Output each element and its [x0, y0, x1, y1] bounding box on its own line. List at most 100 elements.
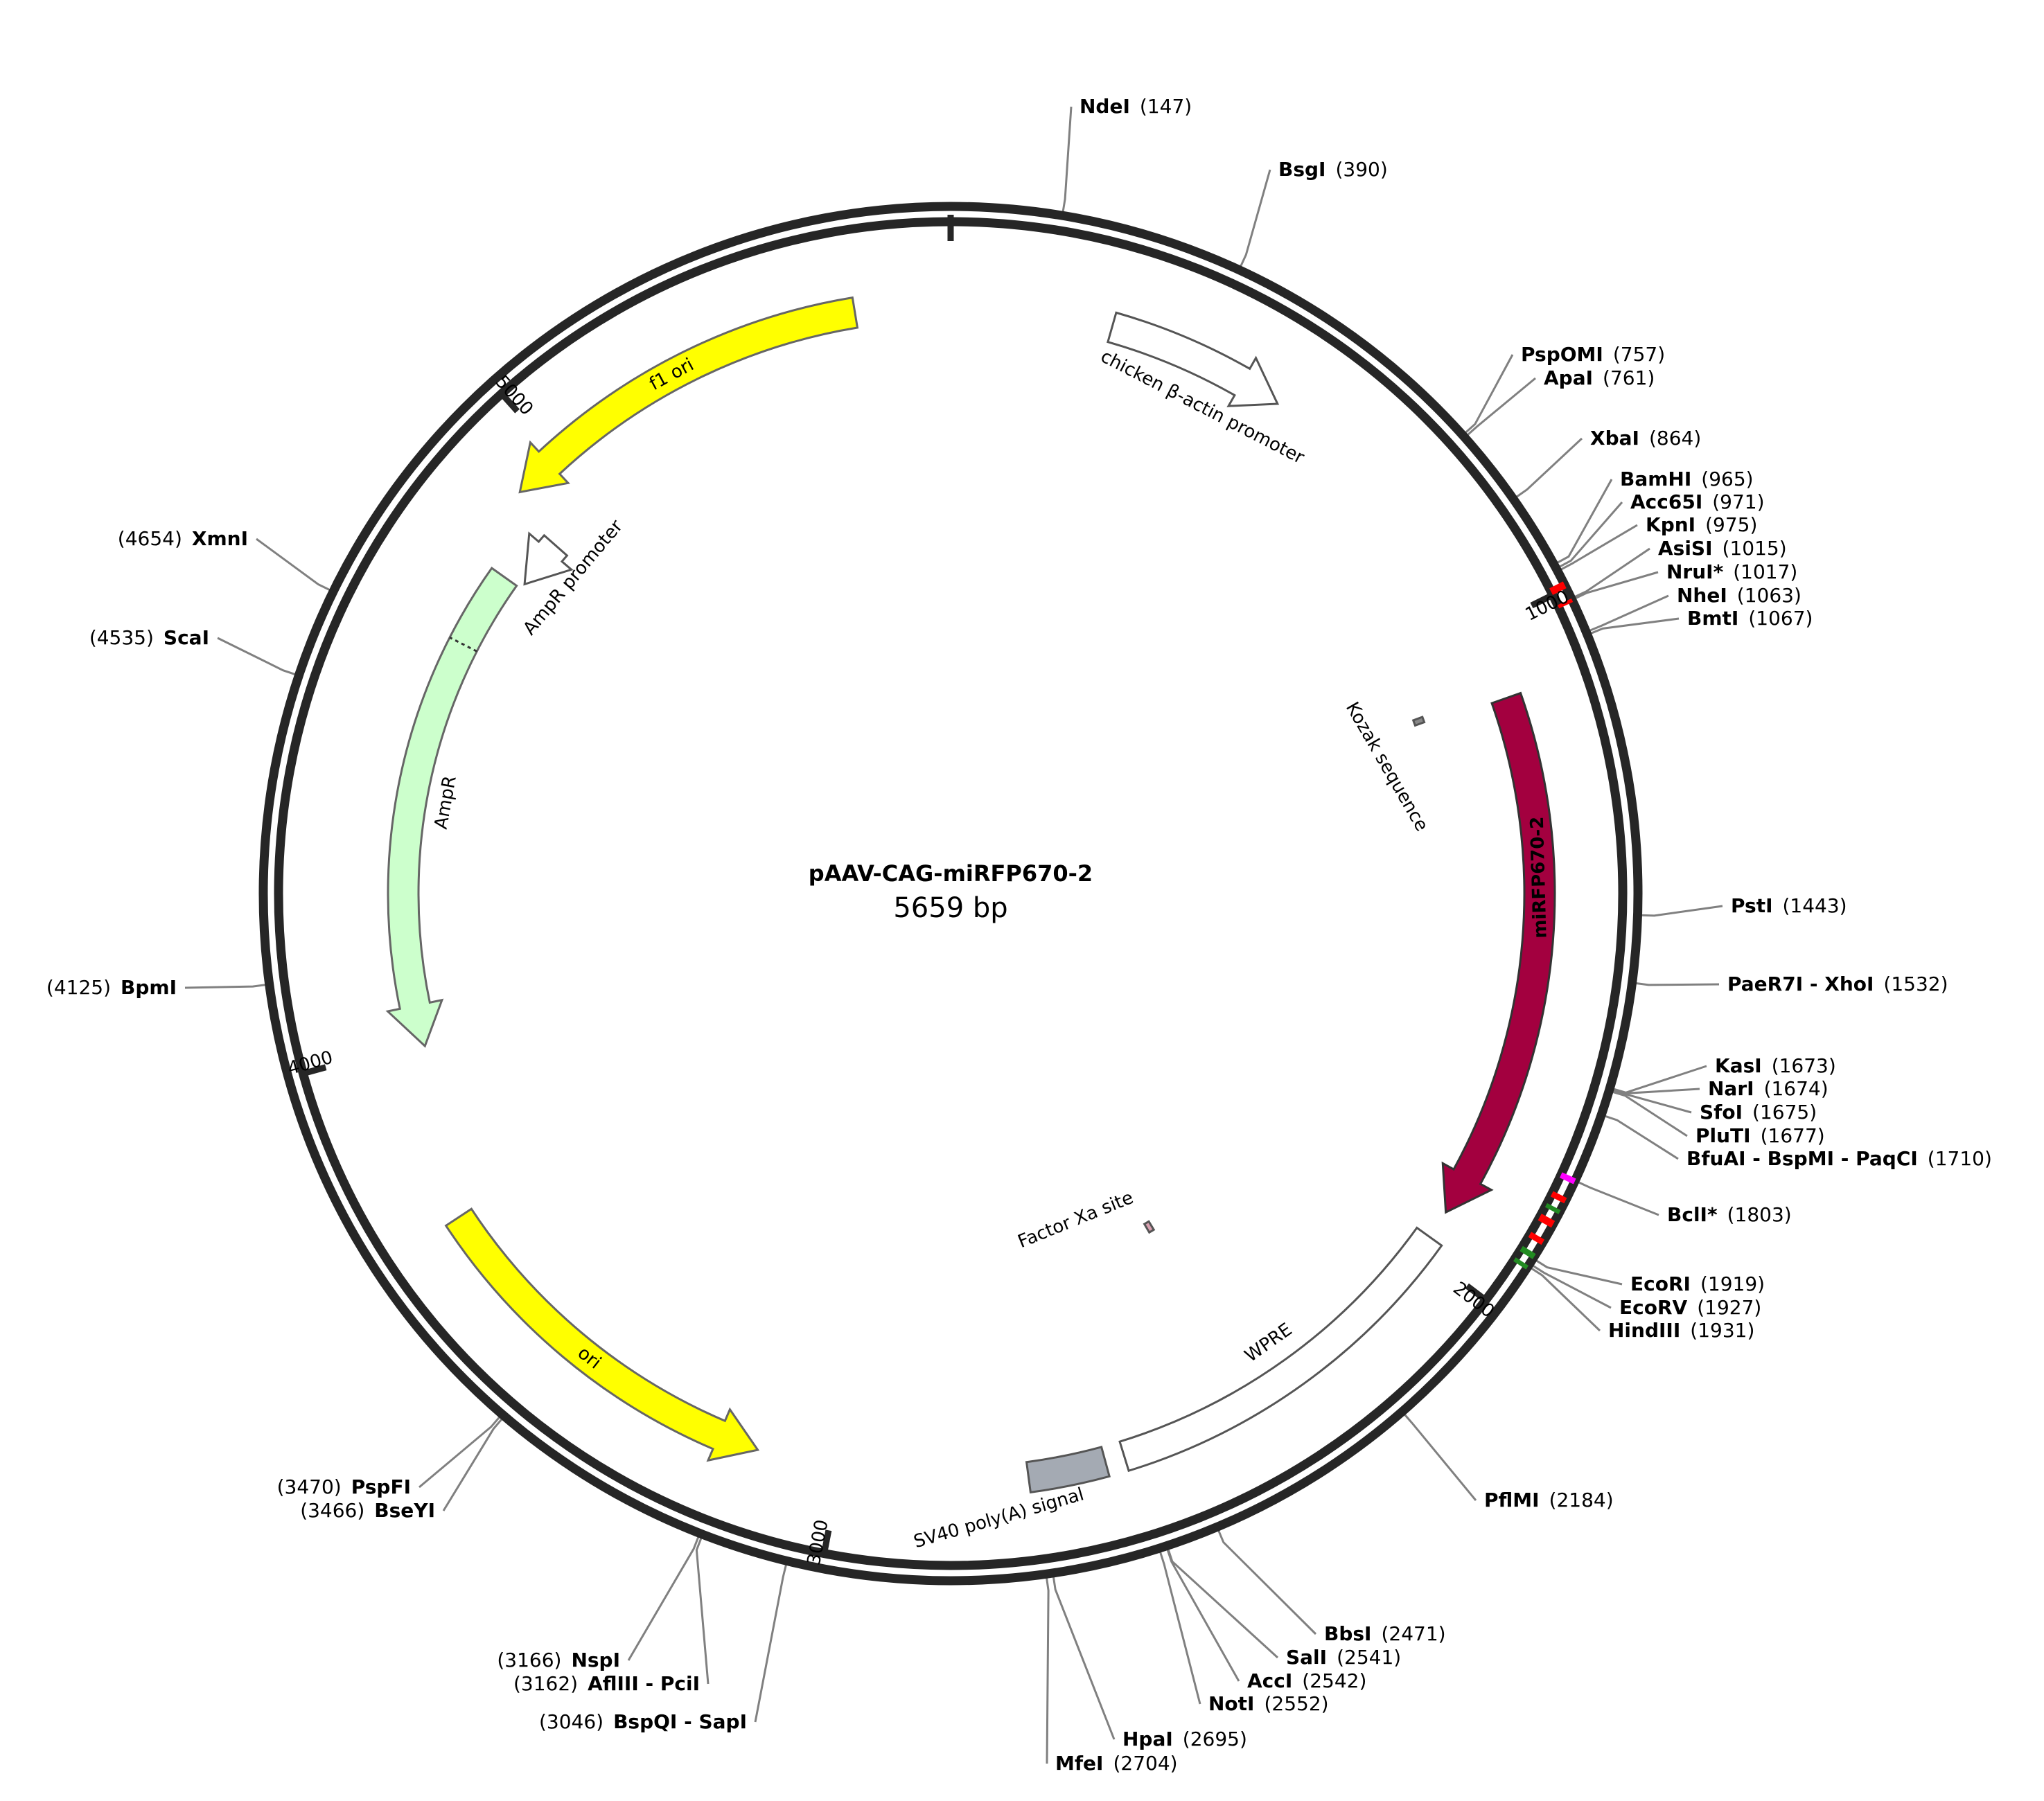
- site-name: NotI: [1208, 1692, 1254, 1715]
- site-leader-line: [1632, 982, 1720, 986]
- site-name: PspOMI: [1521, 343, 1603, 366]
- site-leader-line: [1165, 1545, 1240, 1682]
- site-name: XmnI: [192, 527, 248, 550]
- site-label: NdeI (147): [1080, 95, 1192, 118]
- site-leader-lines: [184, 106, 1723, 1764]
- tick-mark-5000: [499, 391, 520, 414]
- site-label: AsiSI (1015): [1658, 537, 1787, 560]
- site-leader-line: [1529, 1263, 1612, 1309]
- feature-label-ampr: AmpR: [431, 774, 461, 831]
- tick-mark-2000: [1465, 1283, 1488, 1303]
- ring-mark: [1550, 1191, 1567, 1204]
- site-position: (864): [1649, 427, 1701, 450]
- site-name: SfoI: [1700, 1101, 1743, 1124]
- site-leader-line: [1052, 1572, 1116, 1740]
- site-name: NspI: [571, 1649, 620, 1671]
- site-label: (3046) BspQI - SapI: [539, 1710, 747, 1733]
- site-position: (390): [1335, 158, 1387, 181]
- site-leader-line: [184, 983, 270, 989]
- ring-mark: [1519, 1245, 1536, 1259]
- site-leader-line: [1237, 169, 1271, 271]
- site-position: (1919): [1700, 1272, 1765, 1295]
- site-position: (2471): [1381, 1622, 1445, 1645]
- site-label: HpaI (2695): [1122, 1728, 1247, 1750]
- ring-mark: [1528, 1232, 1545, 1245]
- site-leader-line: [1158, 1547, 1201, 1705]
- site-position: (3046): [539, 1710, 603, 1733]
- site-label: NotI (2552): [1208, 1692, 1329, 1715]
- site-label: BbsI (2471): [1324, 1622, 1446, 1645]
- ring-mark: [1558, 598, 1574, 609]
- site-leader-line: [1571, 571, 1659, 601]
- site-position: (2552): [1264, 1692, 1328, 1715]
- site-label: KasI (1673): [1715, 1054, 1836, 1077]
- site-position: (3470): [277, 1475, 342, 1498]
- plasmid-length: 5659 bp: [893, 892, 1007, 924]
- site-leader-line: [1609, 1088, 1692, 1114]
- site-name: PspFI: [351, 1475, 411, 1498]
- site-label: KpnI (975): [1646, 513, 1757, 536]
- site-position: (147): [1140, 95, 1192, 118]
- site-leader-line: [1527, 1265, 1601, 1332]
- site-position: (4654): [118, 527, 182, 550]
- site-label: BamHI (965): [1620, 468, 1754, 490]
- site-name: BspQI - SapI: [613, 1710, 747, 1733]
- site-position: (1710): [1928, 1147, 1992, 1170]
- site-label: HindIII (1931): [1608, 1319, 1754, 1342]
- feature-factor-xa-site: [1143, 1220, 1156, 1234]
- site-label: (4535) ScaI: [89, 626, 209, 649]
- site-position: (965): [1701, 468, 1753, 490]
- site-leader-line: [256, 538, 334, 593]
- site-position: (2541): [1337, 1646, 1401, 1669]
- site-position: (1532): [1883, 973, 1948, 995]
- site-label: PflMI (2184): [1484, 1489, 1614, 1511]
- site-position: (4535): [89, 626, 154, 649]
- ring-mark: [1513, 1257, 1529, 1270]
- feature-wpre: [1118, 1226, 1443, 1473]
- site-leader-line: [1557, 524, 1638, 572]
- site-name: NarI: [1708, 1077, 1754, 1100]
- site-leader-line: [419, 1413, 503, 1489]
- site-leader-line: [1463, 377, 1536, 438]
- site-position: (1063): [1737, 584, 1801, 607]
- site-label: (3166) NspI: [497, 1649, 620, 1671]
- site-leader-line: [1045, 1574, 1050, 1764]
- site-label: NheI (1063): [1677, 584, 1801, 607]
- site-name: PstI: [1731, 894, 1773, 917]
- site-label: MfeI (2704): [1055, 1752, 1178, 1775]
- ring-mark: [1549, 581, 1567, 595]
- site-label: PspOMI (757): [1521, 343, 1665, 366]
- site-name: NruI*: [1666, 560, 1724, 583]
- site-label: BfuAI - BspMI - PaqCI (1710): [1686, 1147, 1992, 1170]
- site-label: (4654) XmnI: [118, 527, 248, 550]
- site-label: PstI (1443): [1731, 894, 1847, 917]
- site-label: AccI (2542): [1247, 1669, 1366, 1692]
- feature-label-factor-xa-site: Factor Xa site: [1015, 1187, 1136, 1252]
- tick-label: 3000: [804, 1518, 833, 1567]
- site-name: ScaI: [164, 626, 209, 649]
- site-position: (3166): [497, 1649, 561, 1671]
- site-label: (4125) BpmI: [46, 976, 177, 999]
- site-label: Acc65I (971): [1630, 490, 1765, 513]
- site-name: EcoRI: [1630, 1272, 1691, 1295]
- site-leader-line: [627, 1533, 701, 1661]
- backbone-outer-circle: [258, 202, 1643, 1586]
- site-label: EcoRV (1927): [1619, 1296, 1761, 1319]
- site-name: AsiSI: [1658, 537, 1713, 560]
- site-name: BfuAI - BspMI - PaqCI: [1686, 1147, 1918, 1170]
- site-name: BseYI: [374, 1499, 435, 1522]
- feature-chicken-actin-promoter: [1107, 311, 1280, 407]
- tick-mark-1000: [1530, 592, 1554, 609]
- ring-mark: [1544, 1203, 1561, 1214]
- ring-mark: [1560, 1172, 1576, 1185]
- site-leader-line: [1637, 905, 1723, 917]
- site-leader-line: [1216, 1526, 1317, 1635]
- site-leader-line: [1608, 1090, 1688, 1137]
- site-name: XbaI: [1590, 427, 1639, 450]
- feature-mirfp670-2: [1441, 691, 1556, 1214]
- site-label: BmtI (1067): [1687, 607, 1813, 630]
- site-name: BbsI: [1324, 1622, 1371, 1645]
- ring-mark: [1538, 1214, 1556, 1228]
- site-leader-line: [754, 1561, 788, 1723]
